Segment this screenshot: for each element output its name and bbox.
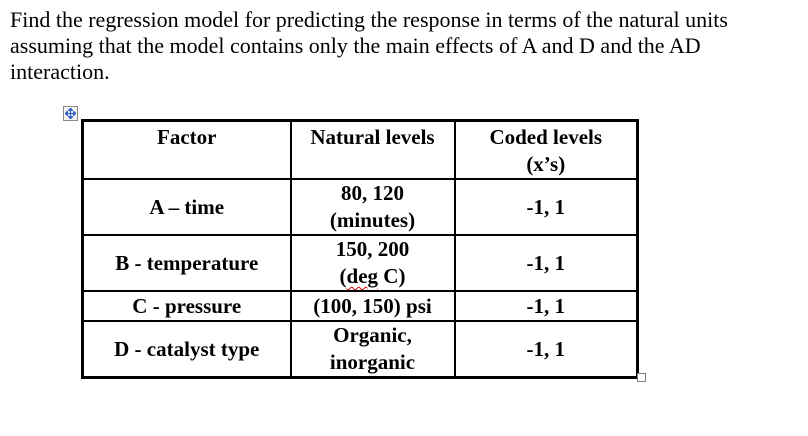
coded-level-value: -1, 1: [526, 194, 566, 219]
factor-label: C - pressure: [132, 293, 242, 318]
cell-coded-b[interactable]: -1, 1: [453, 234, 639, 292]
question-line: interaction.: [10, 59, 110, 84]
question-line: Find the regression model for predicting…: [10, 7, 728, 32]
move-cross-icon: [65, 108, 76, 119]
cell-factor-a[interactable]: A – time: [81, 178, 292, 236]
question-text[interactable]: Find the regression model for predicting…: [10, 7, 728, 85]
factor-label: B - temperature: [115, 250, 259, 275]
cell-coded-c[interactable]: -1, 1: [453, 290, 639, 322]
table-row-factor-a: A – time 80, 120 (minutes) -1, 1: [81, 178, 639, 236]
coded-level-value: -1, 1: [526, 336, 566, 361]
text-fragment: C): [378, 264, 406, 288]
natural-level-line: (minutes): [329, 208, 416, 232]
cell-factor-d[interactable]: D - catalyst type: [81, 320, 292, 379]
header-label: Natural levels: [310, 125, 435, 149]
header-label: Factor: [157, 125, 217, 149]
natural-level-line: (100, 150) psi: [313, 293, 432, 318]
natural-level-line: 80, 120: [341, 181, 404, 205]
natural-level-line: inorganic: [329, 350, 416, 374]
table-resize-handle[interactable]: [637, 373, 646, 382]
factor-label: D - catalyst type: [114, 336, 260, 361]
question-line: assuming that the model contains only th…: [10, 33, 701, 58]
header-label: (x’s): [526, 152, 566, 176]
cell-natural-a[interactable]: 80, 120 (minutes): [289, 178, 456, 236]
table-header-row: Factor Natural levels Coded levels (x’s): [81, 119, 639, 180]
cell-factor-c[interactable]: C - pressure: [81, 290, 292, 322]
header-label: Coded levels: [489, 125, 603, 149]
cell-coded-a[interactable]: -1, 1: [453, 178, 639, 236]
coded-level-value: -1, 1: [526, 250, 566, 275]
table-row-factor-b: B - temperature 150, 200 (deg C) -1, 1: [81, 234, 639, 292]
cell-natural-c[interactable]: (100, 150) psi: [289, 290, 456, 322]
factor-label: A – time: [149, 194, 225, 219]
table-row-factor-c: C - pressure (100, 150) psi -1, 1: [81, 290, 639, 322]
text-fragment: (: [339, 264, 347, 288]
cell-factor-b[interactable]: B - temperature: [81, 234, 292, 292]
header-cell-natural-levels[interactable]: Natural levels: [289, 119, 456, 180]
misspelled-word: deg: [346, 264, 379, 288]
header-cell-coded-levels[interactable]: Coded levels (x’s): [453, 119, 639, 180]
cell-natural-b[interactable]: 150, 200 (deg C): [289, 234, 456, 292]
cell-natural-d[interactable]: Organic, inorganic: [289, 320, 456, 379]
factors-table: Factor Natural levels Coded levels (x’s)…: [81, 119, 639, 379]
natural-level-line: 150, 200: [335, 237, 410, 261]
natural-level-line: Organic,: [333, 323, 412, 347]
natural-level-line: (deg C): [293, 263, 453, 289]
cell-coded-d[interactable]: -1, 1: [453, 320, 639, 379]
header-cell-factor[interactable]: Factor: [81, 119, 292, 180]
table-row-factor-d: D - catalyst type Organic, inorganic -1,…: [81, 320, 639, 379]
coded-level-value: -1, 1: [526, 293, 566, 318]
table-move-handle[interactable]: [63, 106, 78, 121]
